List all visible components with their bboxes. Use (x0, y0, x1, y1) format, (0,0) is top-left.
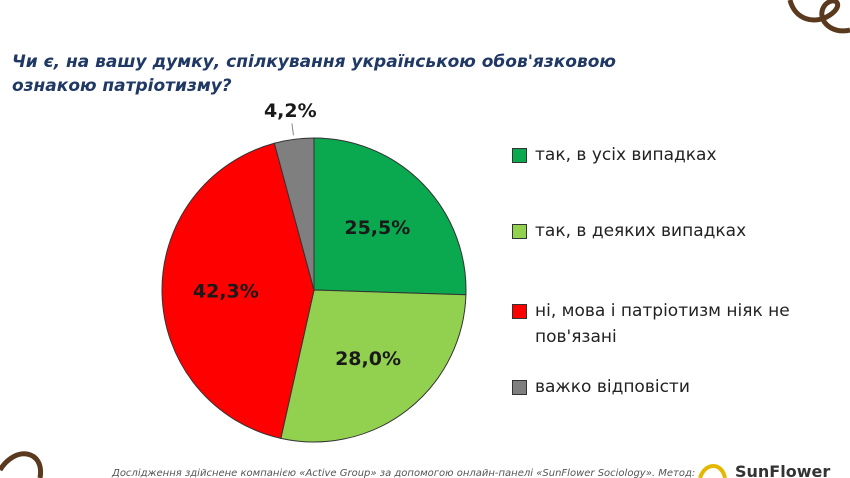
legend-label: так, в деяких випадках (535, 221, 747, 241)
legend-swatch (512, 148, 527, 163)
legend-label: так, в усіх випадках (535, 145, 717, 165)
logo: SunFlower (735, 462, 831, 478)
decoration (787, 0, 850, 34)
pie-slice (161, 142, 315, 439)
pie-slice (313, 137, 467, 296)
logo-icon (698, 464, 727, 478)
legend-item: важко відповісти (512, 374, 812, 400)
legend-swatch (512, 224, 527, 239)
legend-swatch (512, 380, 527, 395)
data-label: 42,3% (193, 280, 259, 302)
legend-label: важко відповісти (535, 377, 690, 397)
legend-item: ні, мова і патріотизм ніяк не пов'язані (512, 298, 812, 350)
decoration (0, 451, 43, 478)
chart-title: Чи є, на вашу думку, спілкування українс… (12, 52, 616, 96)
pie-slice (280, 289, 467, 443)
data-label: 4,2% (264, 100, 317, 122)
data-label: 28,0% (335, 348, 401, 370)
legend-item: так, в усіх випадках (512, 142, 812, 168)
legend-item: так, в деяких випадках (512, 218, 812, 244)
data-label: 25,5% (344, 217, 410, 239)
legend-swatch (512, 304, 527, 319)
legend-label: ні, мова і патріотизм ніяк не пов'язані (535, 301, 790, 347)
pie-slice (273, 137, 315, 291)
footer: Дослідження здійснене компанією «Active … (112, 468, 696, 478)
leader-line (291, 123, 294, 136)
